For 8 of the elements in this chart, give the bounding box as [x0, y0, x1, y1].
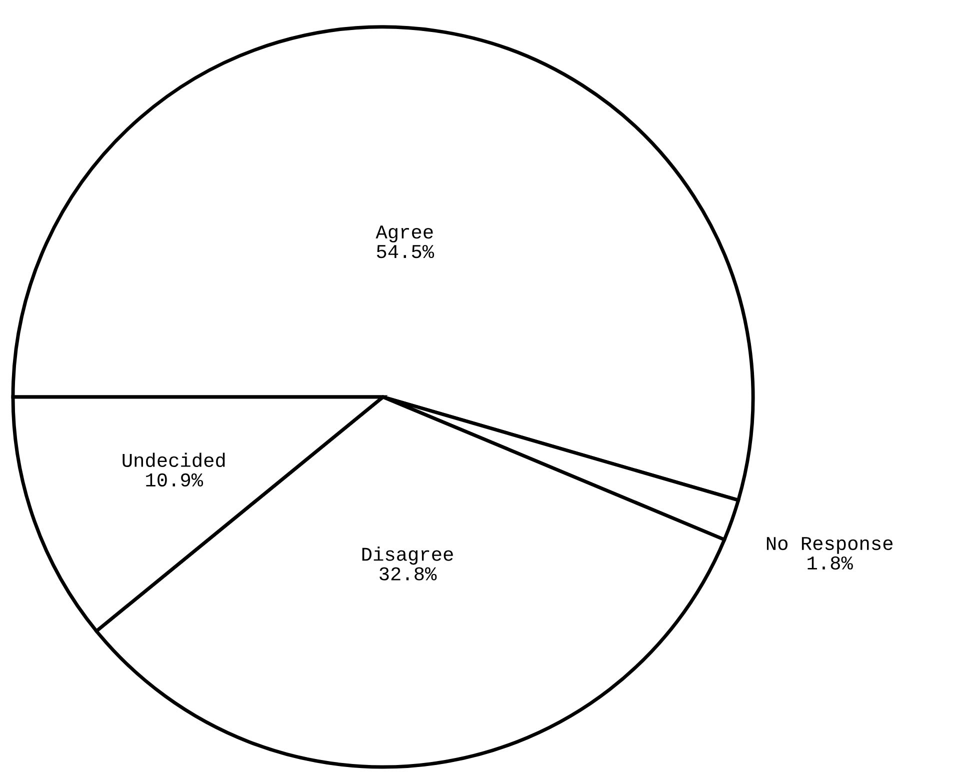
data-label: 1.8%	[808, 556, 853, 570]
data-label: 32.8%	[380, 567, 437, 580]
data-label: 10.9%	[146, 473, 204, 487]
slice-label: Undecided	[122, 452, 225, 468]
data-label: 54.5%	[376, 245, 434, 258]
slice-label: Disagree	[362, 546, 453, 565]
slice-label: Agree	[376, 226, 433, 242]
slice-label: No Response	[766, 537, 892, 554]
